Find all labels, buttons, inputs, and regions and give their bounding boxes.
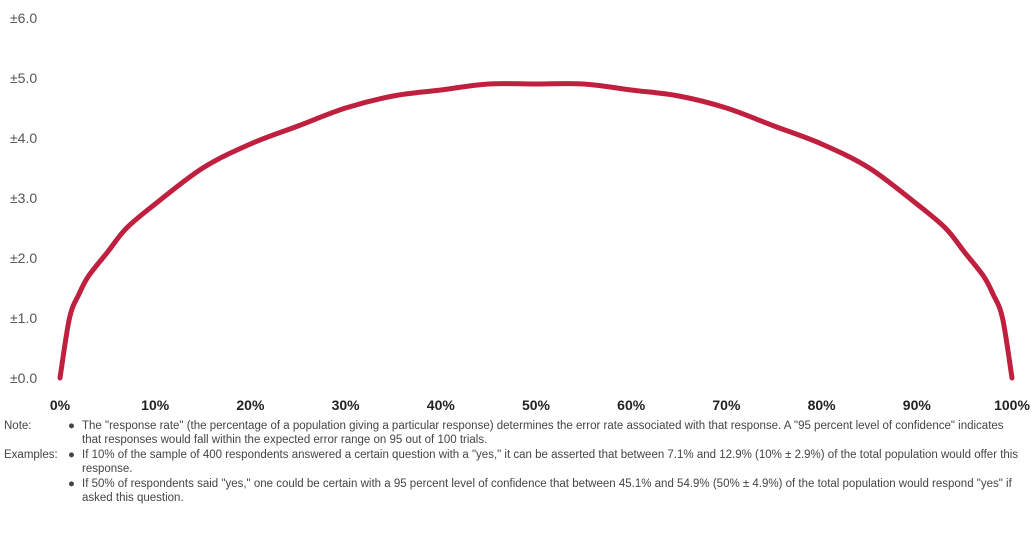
bullet-icon: ● (68, 449, 75, 461)
x-tick-label: 20% (236, 397, 265, 413)
chart: ±0.0 ±1.0 ±2.0 ±3.0 ±4.0 ±5.0 ±6.0 0% 10% 20% 30%… (10, 10, 1031, 413)
x-tick-label: 10% (141, 397, 170, 413)
x-tick-label: 100% (994, 397, 1030, 413)
bullet-icon: ● (68, 420, 75, 432)
x-tick-label: 30% (332, 397, 361, 413)
note-label: Note: (4, 420, 32, 432)
example-text-2: If 50% of respondents said "yes," one co… (82, 478, 1012, 504)
bullet-icon: ● (68, 478, 75, 490)
x-tick-label: 80% (808, 397, 837, 413)
x-tick-label: 90% (903, 397, 932, 413)
x-tick-label: 50% (522, 397, 551, 413)
x-axis-ticks: 0% 10% 20% 30% 40% 50% 60% 70% 80% 90% 100% (50, 397, 1031, 413)
x-tick-label: 40% (427, 397, 456, 413)
y-tick-label: ±3.0 (10, 190, 37, 206)
y-tick-label: ±0.0 (10, 370, 37, 386)
y-tick-label: ±5.0 (10, 70, 37, 86)
x-tick-label: 70% (712, 397, 741, 413)
example-row-2: ● If 50% of respondents said "yes," one … (4, 477, 1024, 505)
y-tick-label: ±6.0 (10, 10, 37, 26)
example-text-1: If 10% of the sample of 400 respondents … (82, 449, 1019, 475)
note-row: Note: ● The "response rate" (the percent… (4, 419, 1024, 447)
notes-section: Note: ● The "response rate" (the percent… (4, 419, 1024, 506)
note-text: The "response rate" (the percentage of a… (82, 420, 1004, 446)
series-line (57, 81, 1015, 381)
examples-label: Examples: (4, 449, 58, 461)
series-group (57, 81, 1015, 381)
x-tick-label: 0% (50, 397, 71, 413)
example-row-1: Examples: ● If 10% of the sample of 400 … (4, 448, 1024, 476)
x-tick-label: 60% (617, 397, 646, 413)
y-axis-ticks: ±0.0 ±1.0 ±2.0 ±3.0 ±4.0 ±5.0 ±6.0 (10, 10, 37, 386)
y-tick-label: ±2.0 (10, 250, 37, 266)
y-tick-label: ±1.0 (10, 310, 37, 326)
y-tick-label: ±4.0 (10, 130, 37, 146)
spacer (4, 477, 68, 505)
